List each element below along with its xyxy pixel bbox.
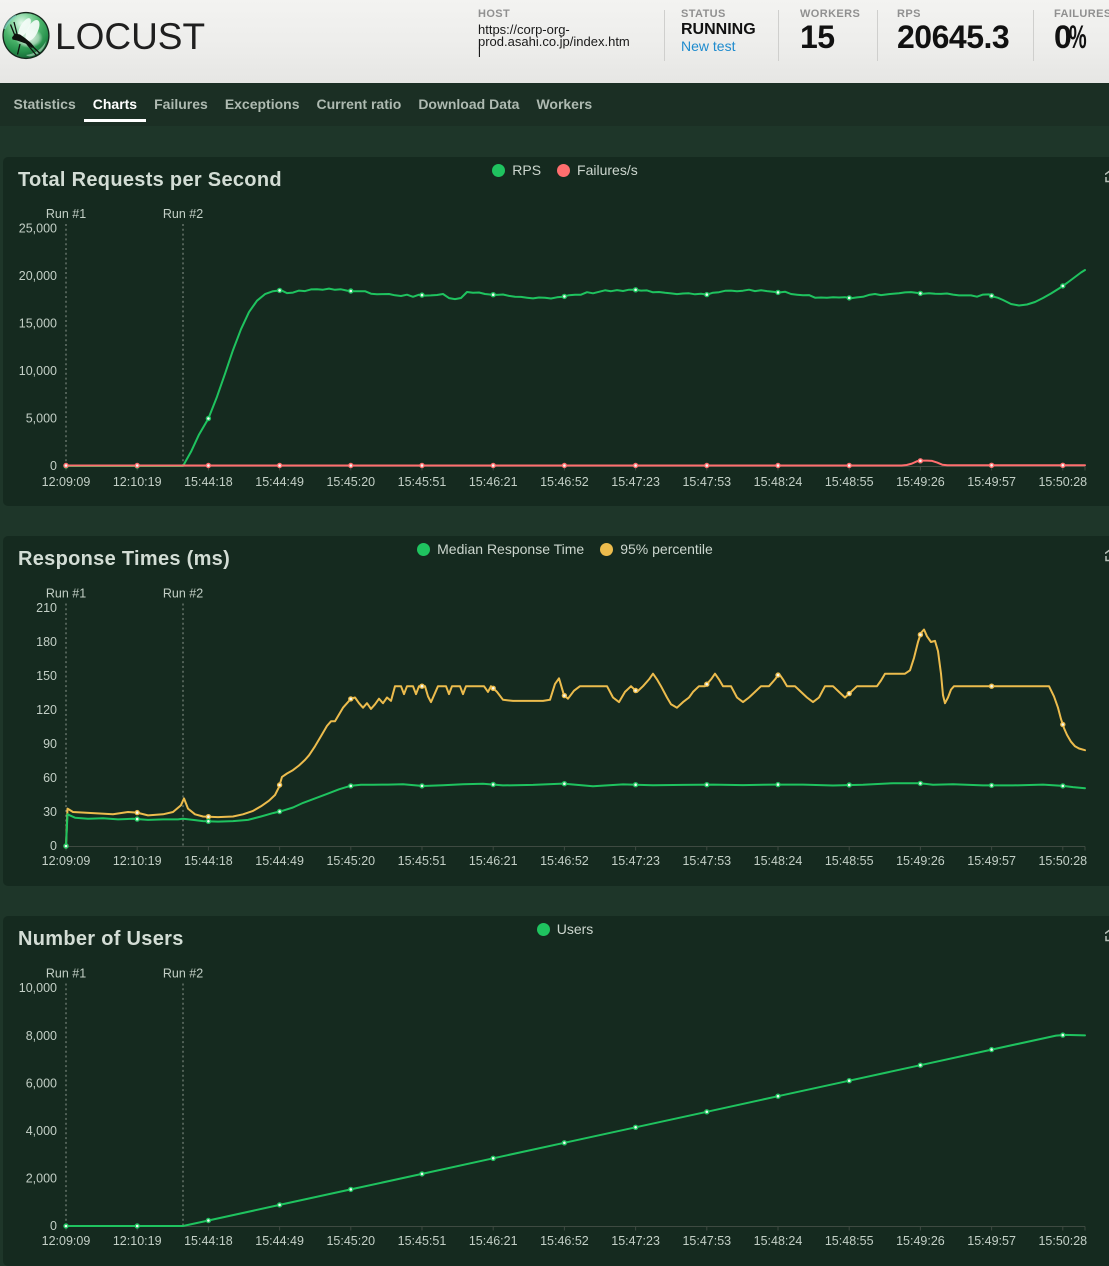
svg-text:120: 120 xyxy=(36,703,57,717)
svg-text:15:47:23: 15:47:23 xyxy=(611,1234,660,1248)
svg-text:15:47:53: 15:47:53 xyxy=(682,1234,731,1248)
svg-text:0: 0 xyxy=(50,839,57,853)
svg-text:15:46:21: 15:46:21 xyxy=(469,854,518,868)
svg-text:6,000: 6,000 xyxy=(26,1076,57,1090)
svg-text:15:50:28: 15:50:28 xyxy=(1038,1234,1087,1248)
svg-text:15:49:57: 15:49:57 xyxy=(967,854,1016,868)
svg-text:15:44:49: 15:44:49 xyxy=(255,475,304,489)
svg-text:15:44:49: 15:44:49 xyxy=(255,1234,304,1248)
svg-text:12:09:09: 12:09:09 xyxy=(42,854,91,868)
svg-text:4,000: 4,000 xyxy=(26,1124,57,1138)
svg-text:10,000: 10,000 xyxy=(19,981,57,995)
svg-text:15:47:23: 15:47:23 xyxy=(611,475,660,489)
svg-text:15:45:51: 15:45:51 xyxy=(398,854,447,868)
svg-text:15,000: 15,000 xyxy=(19,317,57,331)
svg-text:15:46:52: 15:46:52 xyxy=(540,475,589,489)
svg-text:12:10:19: 12:10:19 xyxy=(113,1234,162,1248)
svg-text:15:49:57: 15:49:57 xyxy=(967,475,1016,489)
svg-text:15:45:51: 15:45:51 xyxy=(398,475,447,489)
svg-text:15:48:55: 15:48:55 xyxy=(825,475,874,489)
svg-text:15:44:49: 15:44:49 xyxy=(255,854,304,868)
svg-text:15:47:53: 15:47:53 xyxy=(682,854,731,868)
svg-text:10,000: 10,000 xyxy=(19,364,57,378)
svg-text:15:45:20: 15:45:20 xyxy=(326,1234,375,1248)
svg-text:Run #2: Run #2 xyxy=(163,207,203,221)
svg-text:15:50:28: 15:50:28 xyxy=(1038,854,1087,868)
svg-text:15:45:20: 15:45:20 xyxy=(326,475,375,489)
svg-text:60: 60 xyxy=(43,771,57,785)
svg-text:0: 0 xyxy=(50,1219,57,1233)
svg-text:15:48:24: 15:48:24 xyxy=(754,854,803,868)
svg-text:25,000: 25,000 xyxy=(19,222,57,236)
svg-text:15:44:18: 15:44:18 xyxy=(184,854,233,868)
svg-text:15:49:26: 15:49:26 xyxy=(896,854,945,868)
svg-text:0: 0 xyxy=(50,459,57,473)
svg-text:30: 30 xyxy=(43,805,57,819)
svg-text:20,000: 20,000 xyxy=(19,269,57,283)
svg-text:15:46:52: 15:46:52 xyxy=(540,1234,589,1248)
svg-text:12:09:09: 12:09:09 xyxy=(42,1234,91,1248)
svg-text:15:48:55: 15:48:55 xyxy=(825,854,874,868)
svg-text:15:47:53: 15:47:53 xyxy=(682,475,731,489)
svg-text:15:50:28: 15:50:28 xyxy=(1038,475,1087,489)
svg-text:12:10:19: 12:10:19 xyxy=(113,475,162,489)
svg-text:15:44:18: 15:44:18 xyxy=(184,475,233,489)
svg-text:15:46:52: 15:46:52 xyxy=(540,854,589,868)
svg-text:150: 150 xyxy=(36,669,57,683)
svg-text:210: 210 xyxy=(36,601,57,615)
svg-text:Run #1: Run #1 xyxy=(46,207,86,221)
svg-text:15:46:21: 15:46:21 xyxy=(469,475,518,489)
svg-text:15:48:24: 15:48:24 xyxy=(754,1234,803,1248)
svg-text:Run #2: Run #2 xyxy=(163,587,203,601)
svg-text:15:45:20: 15:45:20 xyxy=(326,854,375,868)
svg-text:180: 180 xyxy=(36,635,57,649)
svg-text:15:46:21: 15:46:21 xyxy=(469,1234,518,1248)
svg-text:Run #2: Run #2 xyxy=(163,967,203,981)
svg-text:Run #1: Run #1 xyxy=(46,587,86,601)
svg-text:8,000: 8,000 xyxy=(26,1029,57,1043)
svg-text:15:47:23: 15:47:23 xyxy=(611,854,660,868)
svg-text:15:45:51: 15:45:51 xyxy=(398,1234,447,1248)
svg-text:15:44:18: 15:44:18 xyxy=(184,1234,233,1248)
svg-text:15:49:26: 15:49:26 xyxy=(896,1234,945,1248)
svg-text:Run #1: Run #1 xyxy=(46,967,86,981)
svg-text:5,000: 5,000 xyxy=(26,412,57,426)
svg-text:90: 90 xyxy=(43,737,57,751)
svg-text:12:10:19: 12:10:19 xyxy=(113,854,162,868)
svg-text:15:48:55: 15:48:55 xyxy=(825,1234,874,1248)
svg-text:15:49:57: 15:49:57 xyxy=(967,1234,1016,1248)
svg-text:2,000: 2,000 xyxy=(26,1172,57,1186)
svg-text:12:09:09: 12:09:09 xyxy=(42,475,91,489)
svg-text:15:49:26: 15:49:26 xyxy=(896,475,945,489)
svg-text:15:48:24: 15:48:24 xyxy=(754,475,803,489)
